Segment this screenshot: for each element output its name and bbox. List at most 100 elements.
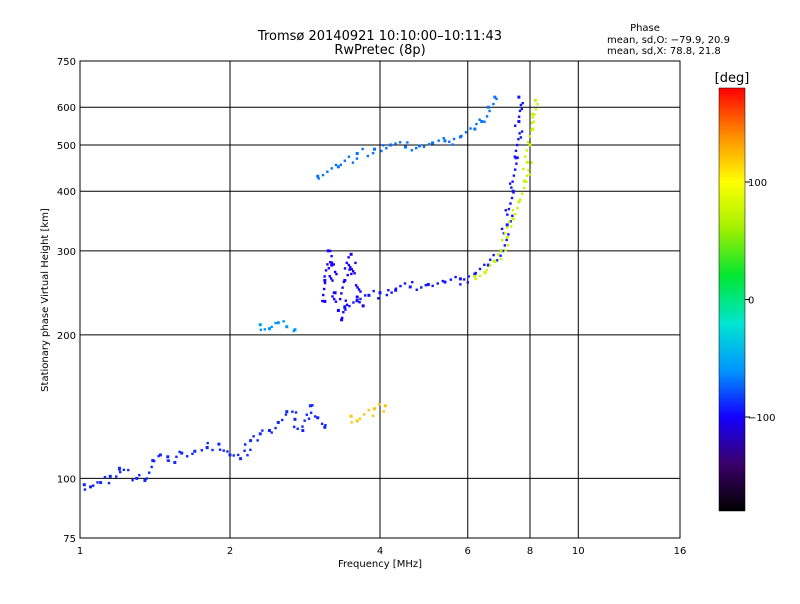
data-point — [399, 284, 402, 288]
colorbar-ticks: 100 0 −100 — [745, 178, 775, 424]
data-point — [514, 156, 518, 160]
data-point — [329, 277, 333, 280]
data-point — [489, 258, 492, 261]
data-point — [533, 98, 537, 102]
data-point — [499, 257, 503, 261]
y-tick-label: 100 — [57, 474, 76, 485]
data-point — [414, 146, 418, 150]
data-point — [218, 448, 222, 451]
data-point — [321, 299, 324, 303]
data-point — [175, 455, 178, 459]
data-point — [511, 214, 514, 218]
data-point — [274, 321, 277, 325]
data-point — [333, 291, 337, 295]
data-point — [270, 431, 273, 434]
data-point — [458, 277, 462, 281]
data-point — [263, 328, 266, 331]
data-point — [474, 277, 477, 281]
data-point — [483, 263, 486, 267]
data-point — [293, 328, 297, 332]
data-point — [373, 147, 377, 151]
data-point — [348, 304, 351, 308]
data-point — [329, 260, 332, 264]
data-point — [191, 452, 194, 456]
colorbar-tick-label: −100 — [748, 413, 775, 424]
data-point — [514, 149, 518, 153]
data-point — [326, 170, 329, 173]
data-point — [340, 318, 344, 322]
data-point — [483, 271, 487, 275]
data-point — [131, 478, 134, 482]
data-point — [466, 281, 470, 284]
data-point — [330, 254, 333, 258]
data-point — [525, 149, 529, 152]
data-point — [523, 179, 527, 183]
data-point — [358, 417, 362, 420]
data-point — [138, 473, 141, 477]
data-point — [337, 309, 340, 313]
data-point — [118, 468, 121, 471]
data-point — [330, 167, 333, 170]
data-point — [334, 300, 338, 303]
data-point — [346, 273, 349, 277]
data-point — [358, 301, 361, 304]
data-point — [285, 325, 289, 329]
data-point — [443, 280, 447, 284]
data-point — [185, 455, 189, 458]
data-point — [492, 253, 495, 257]
data-point — [411, 280, 414, 284]
data-point — [329, 249, 332, 253]
data-point — [258, 432, 262, 436]
data-point — [249, 448, 252, 452]
data-point — [469, 127, 472, 130]
data-point — [205, 446, 209, 450]
data-point — [467, 275, 470, 278]
data-point — [361, 304, 365, 308]
data-point — [505, 226, 509, 229]
data-point — [323, 281, 327, 285]
x-tick-label: 8 — [527, 546, 533, 557]
data-point — [217, 442, 221, 446]
data-point — [504, 209, 507, 212]
y-tick-label: 500 — [57, 141, 76, 152]
data-point — [363, 413, 366, 416]
data-point — [500, 227, 504, 231]
data-point — [350, 272, 353, 276]
data-point — [323, 425, 327, 429]
data-point — [96, 481, 99, 484]
data-point — [533, 113, 536, 116]
colorbar-label: [deg] — [715, 71, 750, 86]
data-point — [157, 454, 160, 458]
data-point — [517, 95, 521, 99]
data-point — [499, 254, 502, 257]
data-point — [473, 127, 477, 131]
data-point — [343, 159, 347, 162]
data-point — [523, 186, 526, 190]
data-point — [505, 235, 509, 239]
data-point — [222, 449, 225, 452]
data-point — [166, 455, 170, 459]
data-point — [226, 450, 229, 453]
data-point — [377, 297, 380, 300]
data-point — [308, 404, 312, 408]
chart-subtitle: RwPretec (8p) — [334, 43, 425, 58]
data-point — [378, 291, 382, 295]
data-point — [519, 103, 523, 107]
data-point — [394, 142, 397, 145]
data-point — [525, 160, 529, 164]
data-point — [437, 139, 440, 142]
data-point — [536, 102, 539, 106]
grid-lines — [80, 61, 680, 538]
data-point — [390, 291, 393, 294]
data-point — [150, 465, 153, 469]
data-point — [367, 408, 370, 412]
data-point — [291, 410, 294, 413]
data-point — [323, 275, 326, 278]
data-point — [522, 167, 525, 171]
data-point — [143, 478, 147, 482]
data-point — [525, 174, 529, 177]
y-axis-label: Stationary phase Virtual Height [km] — [40, 208, 51, 392]
data-point — [373, 407, 377, 411]
data-point — [342, 310, 345, 314]
data-point — [454, 275, 457, 279]
